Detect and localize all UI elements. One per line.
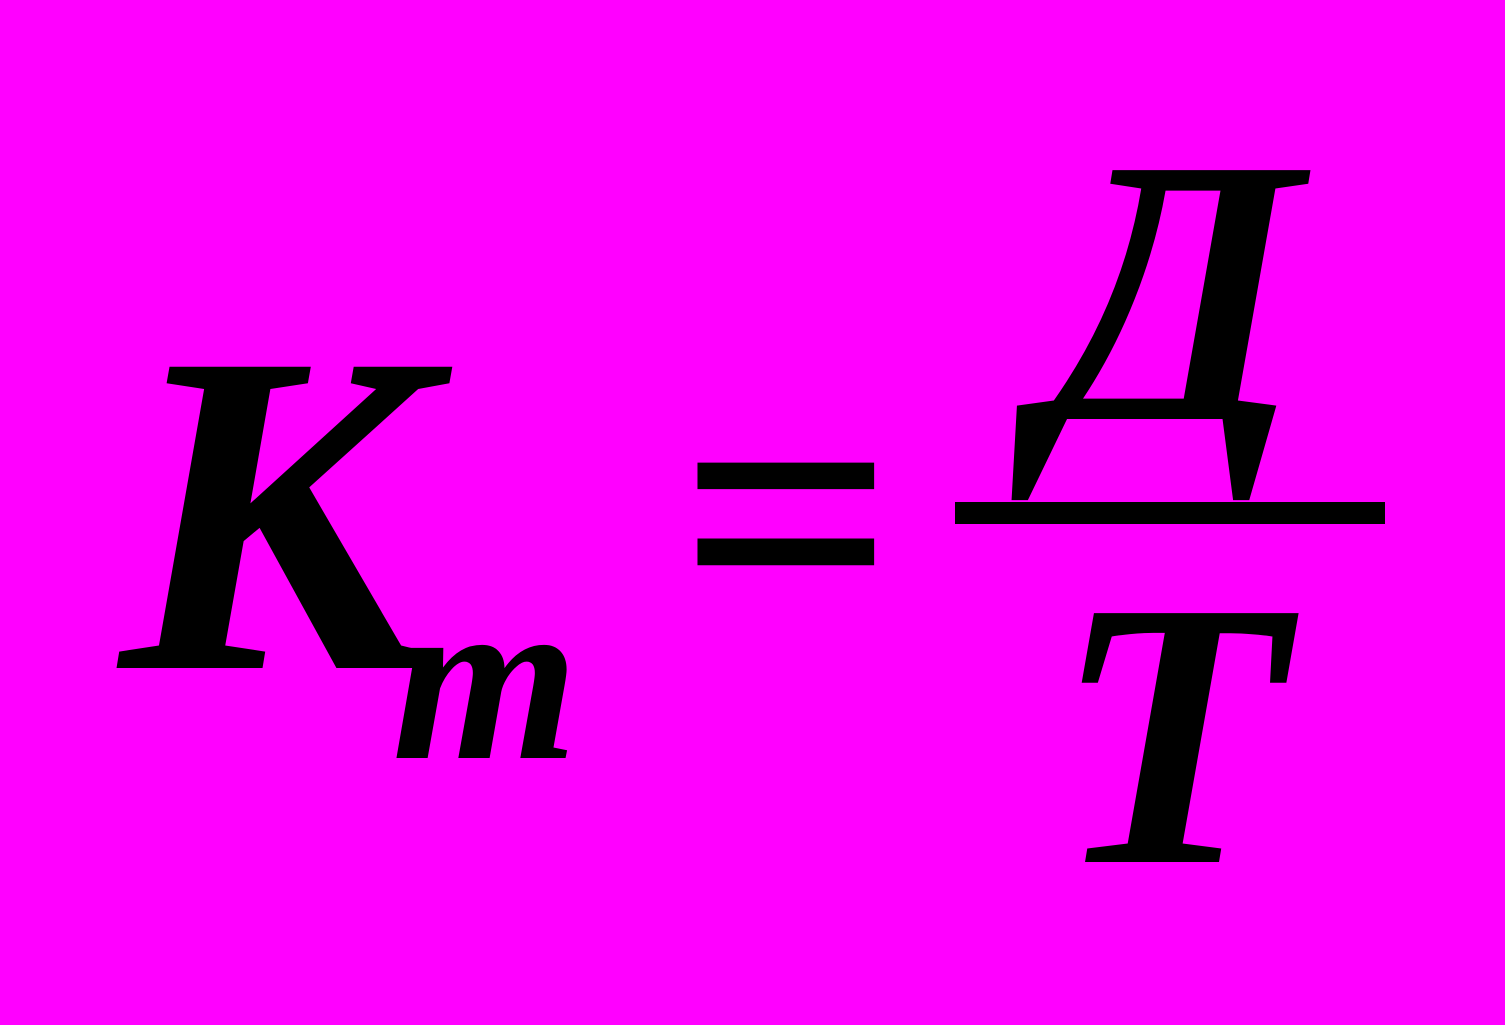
variable-with-subscript: К т bbox=[120, 283, 579, 743]
subscript-variable: т bbox=[392, 539, 579, 815]
fraction: Д Т bbox=[955, 111, 1385, 915]
formula-container: К т = Д Т bbox=[0, 0, 1505, 1025]
fraction-denominator: Т bbox=[1054, 534, 1286, 915]
main-variable: К bbox=[120, 283, 432, 743]
fraction-bar bbox=[955, 502, 1385, 524]
fraction-numerator: Д bbox=[1040, 111, 1300, 492]
equals-operator: = bbox=[679, 323, 896, 703]
